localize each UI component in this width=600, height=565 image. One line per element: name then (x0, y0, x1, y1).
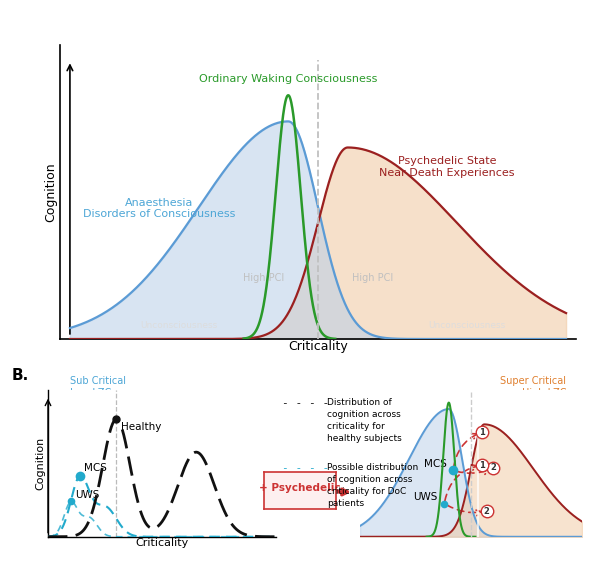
Text: Distribution of
cognition across
criticality for
healthy subjects: Distribution of cognition across critica… (327, 398, 402, 443)
X-axis label: Criticality: Criticality (288, 340, 348, 353)
Text: - - - -: - - - - (282, 398, 329, 408)
Text: + Psychedelic: + Psychedelic (259, 483, 341, 493)
Text: Sub Critical
Low LZC
Max Segregation: Sub Critical Low LZC Max Segregation (70, 376, 152, 409)
Text: Super Critical
High LZC
Max Integration: Super Critical High LZC Max Integration (489, 376, 566, 409)
Text: - - - -: - - - - (282, 463, 329, 473)
Text: Ordinary Waking Consciousness: Ordinary Waking Consciousness (199, 75, 377, 84)
Text: UWS: UWS (413, 492, 438, 502)
Text: 1: 1 (479, 460, 485, 470)
Text: MCS: MCS (85, 463, 107, 473)
X-axis label: Criticality: Criticality (136, 538, 188, 548)
Y-axis label: Cognition: Cognition (35, 437, 45, 490)
Text: B.: B. (11, 368, 29, 383)
Text: High PCI: High PCI (352, 273, 393, 283)
Text: Psychedelic State
Near Death Experiences: Psychedelic State Near Death Experiences (379, 156, 515, 178)
Text: 1: 1 (479, 428, 485, 437)
Text: 2: 2 (490, 463, 496, 472)
Text: UWS: UWS (76, 490, 100, 501)
Y-axis label: Cognition: Cognition (44, 162, 57, 222)
Text: High PCI: High PCI (243, 273, 284, 283)
Text: 2: 2 (484, 507, 490, 516)
Text: Healthy: Healthy (121, 421, 161, 432)
Text: Anaesthesia
Disorders of Consciousness: Anaesthesia Disorders of Consciousness (83, 198, 235, 219)
Text: Unconsciousness: Unconsciousness (428, 321, 505, 331)
Text: Unconsciousness: Unconsciousness (140, 321, 218, 331)
Text: Possible distribution
of cognition across
criticality for DoC
patients: Possible distribution of cognition acros… (327, 463, 418, 508)
Text: MCS: MCS (424, 459, 446, 469)
